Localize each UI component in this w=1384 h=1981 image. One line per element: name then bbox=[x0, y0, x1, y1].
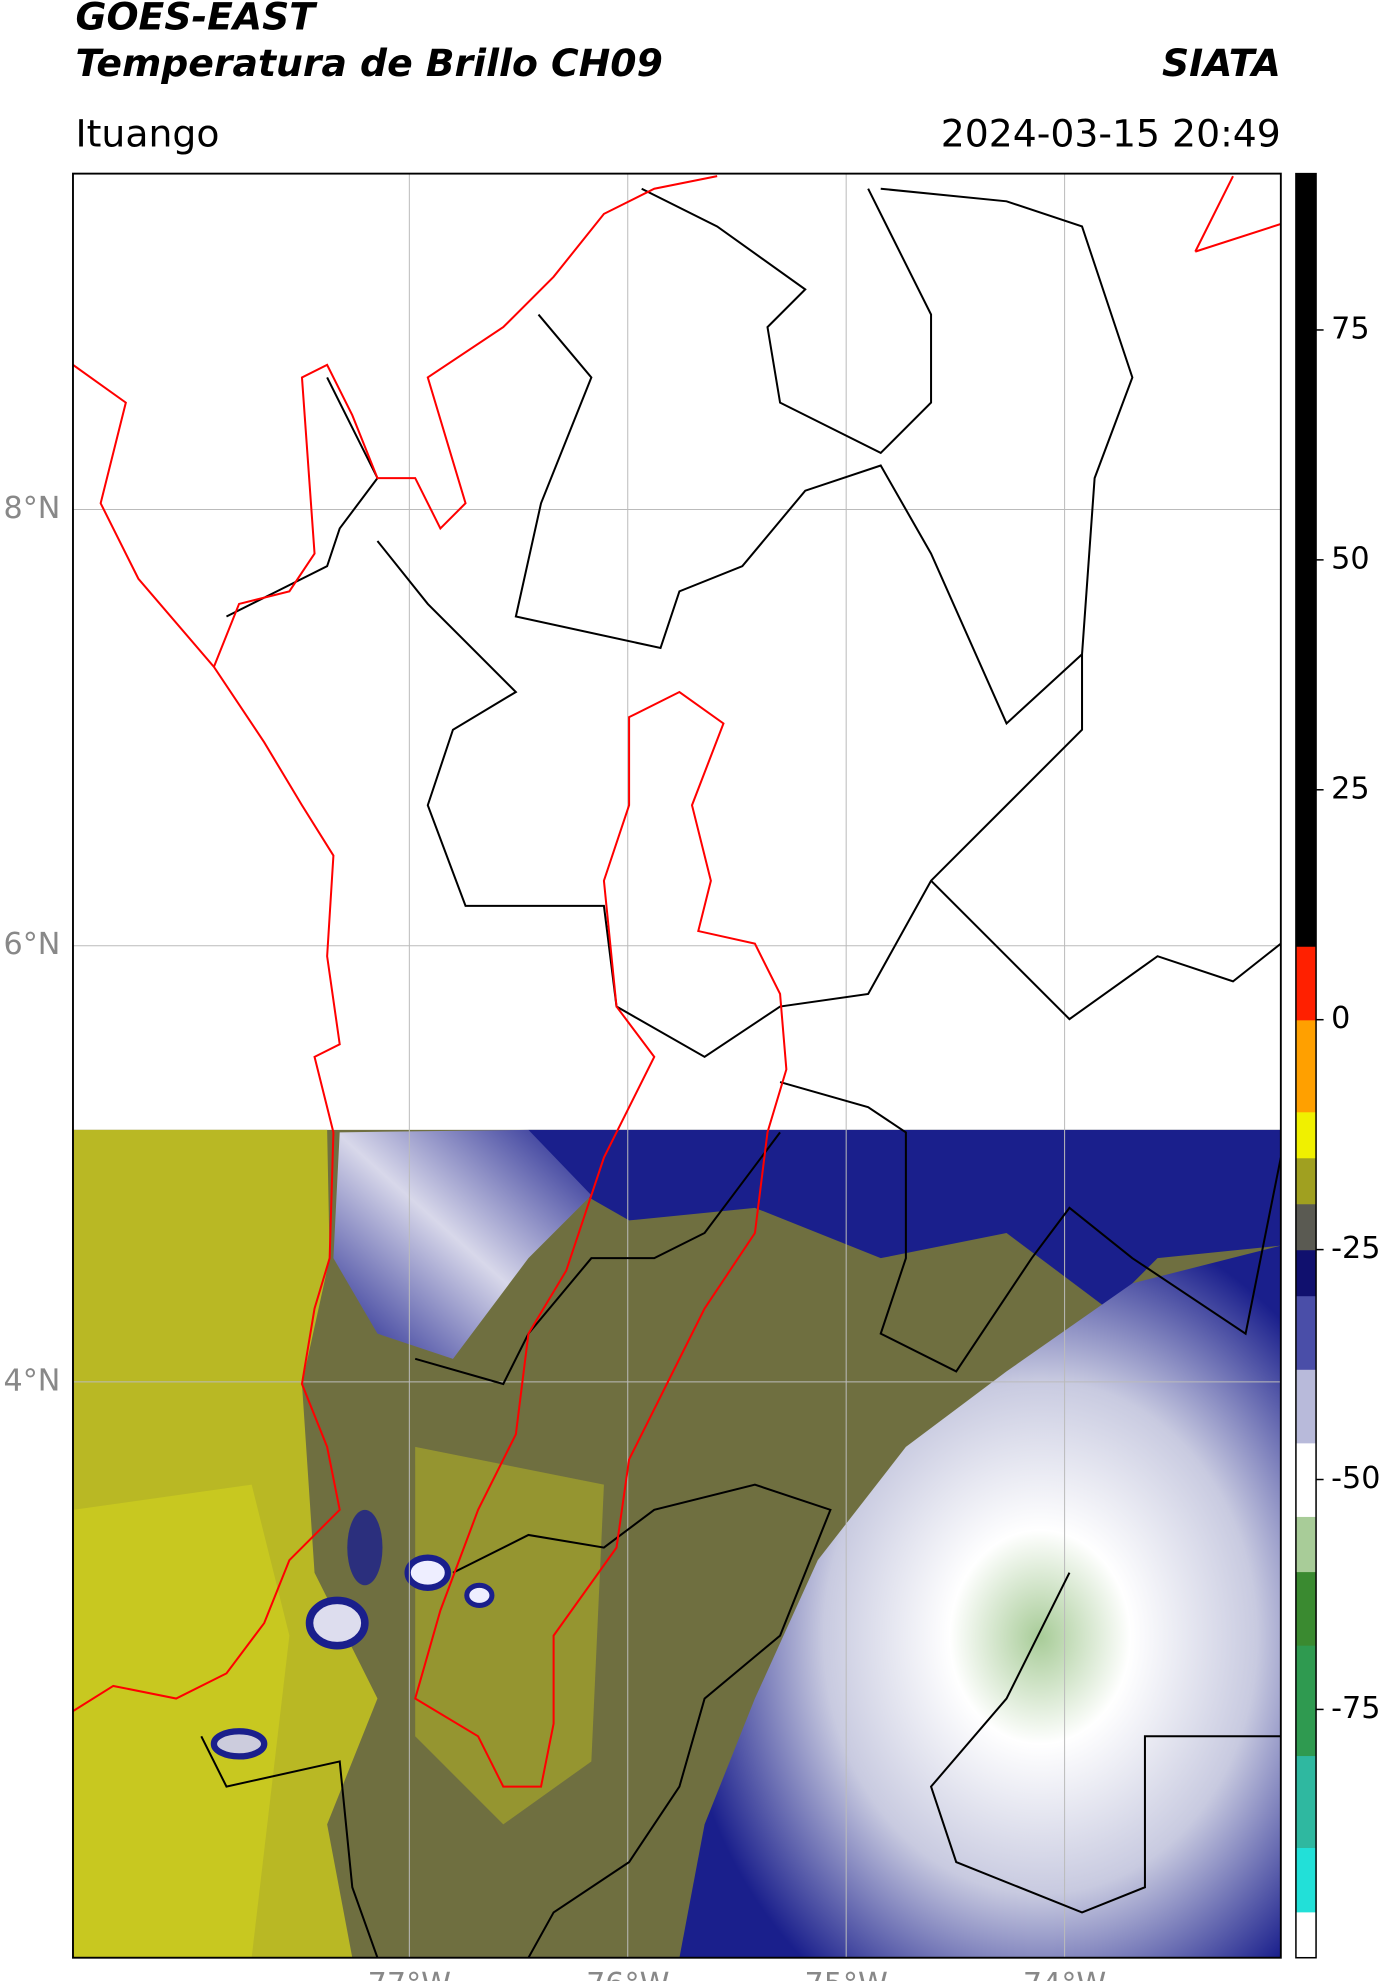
boundary bbox=[929, 1572, 1281, 1914]
boundary bbox=[514, 187, 1134, 726]
cloud-band bbox=[528, 1129, 1281, 1309]
coast bbox=[212, 175, 718, 668]
y-tick-label: 4°N bbox=[4, 1363, 61, 1398]
colorbar-segment bbox=[1295, 1019, 1317, 1113]
coast bbox=[1194, 175, 1281, 253]
grid bbox=[72, 173, 1281, 1958]
cloud-cell bbox=[347, 1509, 383, 1586]
colorbar-segment bbox=[1295, 1369, 1317, 1444]
boundary bbox=[200, 1735, 379, 1958]
colorbar-segment bbox=[1295, 173, 1317, 947]
coastline bbox=[72, 175, 1281, 1788]
brand: SIATA bbox=[1162, 41, 1281, 85]
boundary bbox=[930, 880, 1281, 1021]
colorbar-tick-label: -25 bbox=[1331, 1231, 1380, 1266]
colorbar: -75 -50 -25 0 25 50 75 bbox=[1295, 172, 1380, 1959]
colorbar-tick-label: 25 bbox=[1331, 771, 1369, 806]
colorbar-segment bbox=[1295, 1203, 1317, 1251]
colorbar-tick-label: 0 bbox=[1331, 1001, 1350, 1036]
colorbar-segment bbox=[1295, 1157, 1317, 1205]
cloud-cell bbox=[464, 1582, 495, 1608]
colorbar-segment bbox=[1295, 1847, 1317, 1913]
boundary bbox=[414, 1131, 781, 1386]
colorbar-segment bbox=[1295, 1516, 1317, 1573]
colorbar-segment bbox=[1295, 1911, 1317, 1959]
y-tick-label: 6°N bbox=[4, 927, 61, 962]
x-tick-label: 74°W bbox=[1023, 1967, 1106, 1981]
colorbar-tick-label: 50 bbox=[1331, 541, 1369, 576]
cloud-cell bbox=[305, 1596, 369, 1650]
colorbar-segment bbox=[1295, 1249, 1317, 1297]
cloud-mass bbox=[679, 1245, 1281, 1958]
map-frame bbox=[72, 172, 1282, 1959]
satellite-imagery bbox=[72, 1129, 1281, 1958]
location: Ituango bbox=[75, 111, 219, 155]
axes: 77°W 76°W 75°W 74°W 4°N 6°N 8°N bbox=[4, 491, 1107, 1981]
colorbar-segment bbox=[1295, 1645, 1317, 1757]
colorbar-segment bbox=[1295, 946, 1317, 1021]
title: GOES-EAST bbox=[75, 0, 318, 38]
colorbar-segment bbox=[1295, 1442, 1317, 1517]
basin-outline bbox=[414, 690, 788, 1788]
datetime: 2024-03-15 20:49 bbox=[941, 111, 1281, 155]
colorbar-segment bbox=[1295, 1111, 1317, 1159]
boundary bbox=[452, 1483, 832, 1958]
colorbar-tick-label: 75 bbox=[1331, 311, 1369, 346]
boundary bbox=[641, 187, 933, 455]
cloud-cell bbox=[404, 1554, 452, 1591]
colorbar-frame bbox=[1295, 172, 1317, 1959]
cloud-streak bbox=[333, 1129, 592, 1359]
cloud-cell bbox=[210, 1728, 268, 1760]
coast bbox=[72, 364, 341, 1712]
boundary bbox=[226, 377, 379, 618]
x-tick-label: 77°W bbox=[368, 1967, 451, 1981]
colorbar-tick-label: -75 bbox=[1331, 1691, 1380, 1726]
imagery-warm bbox=[72, 1484, 290, 1958]
colorbar-segment bbox=[1295, 1755, 1317, 1848]
colorbar-tick-label: -50 bbox=[1331, 1461, 1380, 1496]
x-tick-label: 75°W bbox=[804, 1967, 887, 1981]
y-tick-label: 8°N bbox=[4, 491, 61, 526]
boundary bbox=[779, 1081, 1281, 1373]
map-area bbox=[72, 173, 1281, 1958]
colorbar-segment bbox=[1295, 1571, 1317, 1646]
imagery-warm bbox=[415, 1446, 604, 1825]
x-tick-label: 76°W bbox=[586, 1967, 669, 1981]
colorbar-segment bbox=[1295, 1295, 1317, 1370]
subtitle: Temperatura de Brillo CH09 bbox=[75, 41, 662, 85]
